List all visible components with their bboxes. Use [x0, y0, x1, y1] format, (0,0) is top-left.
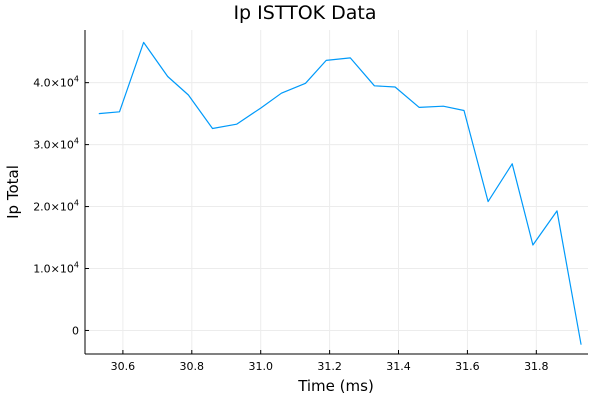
x-tick-label: 31.4 [386, 360, 411, 373]
x-ticks: 30.6 30.8 31.0 31.2 31.4 31.6 31.8 [111, 350, 549, 373]
y-tick-exponent: 4 [74, 199, 79, 208]
y-tick-exponent: 4 [74, 137, 79, 146]
x-tick-label: 30.8 [180, 360, 205, 373]
y-tick-label: 4.0×104 [33, 75, 79, 90]
y-tick-label: 1.0×104 [33, 261, 79, 276]
x-tick-label: 31.6 [455, 360, 480, 373]
axes [84, 30, 588, 355]
x-tick-label: 30.6 [111, 360, 136, 373]
x-tick-label: 31.8 [524, 360, 549, 373]
series-line [98, 41, 582, 345]
y-axis-label: Ip Total [4, 165, 22, 219]
grid-lines [85, 30, 588, 354]
series [98, 41, 582, 345]
y-tick-mantissa: 1.0×10 [33, 263, 74, 276]
chart-title: Ip ISTTOK Data [233, 2, 376, 24]
x-tick-label: 31.0 [248, 360, 273, 373]
y-tick-mantissa: 0 [72, 324, 79, 337]
y-tick-exponent: 4 [74, 261, 79, 270]
y-tick-exponent: 4 [74, 75, 79, 84]
x-tick-label: 31.2 [317, 360, 342, 373]
y-tick-label: 0 [72, 324, 79, 337]
x-axis-label: Time (ms) [297, 377, 374, 395]
y-tick-mantissa: 3.0×10 [33, 139, 74, 152]
y-tick-mantissa: 2.0×10 [33, 201, 74, 214]
y-tick-mantissa: 4.0×10 [33, 77, 74, 90]
y-tick-label: 2.0×104 [33, 199, 79, 214]
y-tick-label: 3.0×104 [33, 137, 79, 152]
